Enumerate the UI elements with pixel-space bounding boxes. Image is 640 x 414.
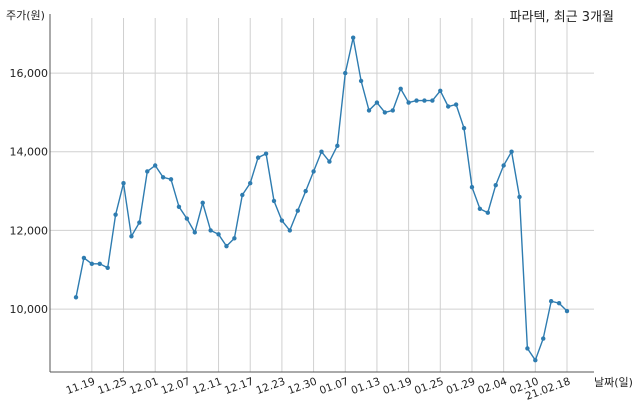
data-point [184,216,190,221]
data-point [200,200,205,206]
data-point [414,98,419,103]
data-point [121,181,126,186]
data-point [430,98,435,103]
data-point [176,204,182,209]
data-point [398,86,403,92]
y-axis-label: 주가(원) [6,9,45,22]
data-point [446,104,451,109]
x-tick-label: 12.17 [223,376,255,398]
x-tick-label: 01.13 [350,376,382,398]
data-point [485,210,491,215]
data-point [73,295,79,300]
data-point [152,163,158,168]
data-point [303,188,308,194]
x-tick-label: 02.04 [476,375,509,397]
data-point [327,159,332,164]
data-point [287,228,293,233]
data-point [208,228,213,233]
y-tick-label: 14,000 [10,146,49,159]
data-point [129,234,134,239]
data-point [263,151,269,156]
data-point [271,198,277,204]
data-point [390,108,395,113]
x-tick-label: 12.01 [128,376,160,398]
x-tick-label: 12.30 [286,376,318,398]
data-point [248,181,253,186]
data-point [192,230,197,235]
data-point [216,232,221,237]
data-point [145,169,150,174]
price-line [75,37,568,362]
data-point [517,194,522,200]
data-point [501,163,506,168]
y-tick-label: 16,000 [10,67,49,80]
data-point [97,261,102,267]
data-point [350,35,356,40]
data-point [319,149,324,154]
x-tick-label: 12.07 [160,376,192,398]
x-tick-label: 12.23 [255,376,287,398]
data-point [493,182,498,188]
data-point [469,184,475,190]
data-point [113,212,118,217]
x-axis-label: 날짜(일) [594,376,633,389]
axes [49,14,594,373]
x-tick-label: 01.19 [381,376,413,398]
data-point [509,149,514,154]
data-point [232,236,237,241]
data-point [160,175,166,180]
y-tick-labels: 10,000 12,000 14,000 16,000 [10,67,49,316]
data-point [366,108,372,113]
data-point [374,100,380,105]
data-point [295,208,300,213]
grid-lines [50,18,594,372]
data-point [461,125,467,131]
y-tick-label: 12,000 [10,224,49,237]
data-point [422,98,427,103]
data-point [343,70,348,76]
data-point [105,265,110,270]
data-point [438,88,443,93]
data-point [382,110,388,115]
data-point [541,336,546,341]
x-tick-label: 01.07 [318,376,350,398]
data-point [137,220,142,225]
x-tick-label: 01.29 [445,376,477,398]
data-point [81,255,87,261]
data-point [279,218,285,223]
data-point [255,155,261,160]
data-point [335,143,340,149]
data-point [311,169,316,174]
data-point [168,177,174,182]
data-point [525,346,530,351]
x-tick-label: 11.19 [65,376,97,398]
x-tick-label: 11.25 [96,376,128,398]
data-point [89,261,95,267]
data-point [453,102,459,107]
x-tick-label: 01.25 [413,376,445,398]
data-point [224,243,229,249]
x-tick-labels: 11.19 11.25 12.01 12.07 12.11 12.17 12.23 12.30… [65,375,573,402]
data-point [477,206,483,211]
x-tick-label: 12.11 [191,376,223,398]
data-series [73,35,570,363]
data-point [358,78,364,84]
data-point [406,100,411,105]
data-point [533,358,538,363]
data-point [564,308,570,314]
y-tick-label: 10,000 [10,303,49,316]
data-point [548,299,554,304]
data-point [556,300,562,306]
data-point [240,192,245,198]
